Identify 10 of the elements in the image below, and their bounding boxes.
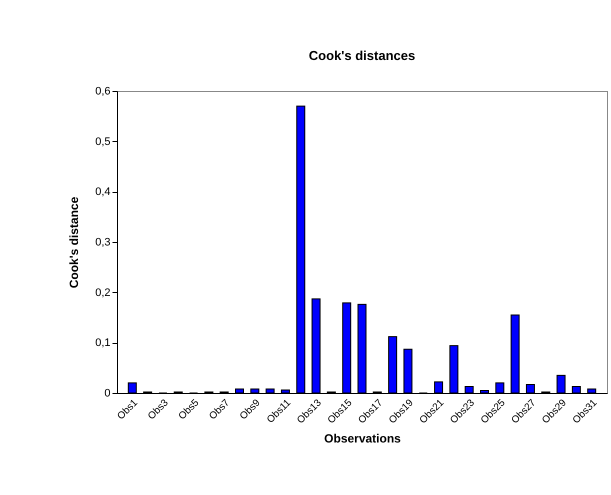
y-tick-label: 0,6 — [95, 86, 110, 98]
y-axis-title: Cook's distance — [67, 196, 82, 288]
y-tick-label: 0,2 — [95, 286, 110, 299]
y-tick-label: 0,4 — [95, 186, 110, 198]
chart-title: Cook's distances — [308, 48, 416, 63]
y-tick-label: 0 — [104, 388, 110, 400]
y-tick-label: 0,5 — [95, 136, 110, 148]
y-tick-label: 0,3 — [95, 236, 110, 248]
y-tick-label: 0,1 — [95, 337, 110, 350]
x-axis-title: Observations — [324, 431, 402, 446]
